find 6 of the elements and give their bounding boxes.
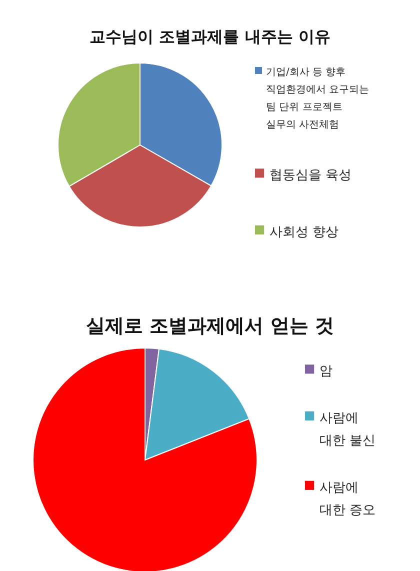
legend-label: 사람에 대한 증오 xyxy=(319,480,376,518)
legend-label: 사회성 향상 xyxy=(269,224,338,240)
chart-title: 교수님이 조별과제를 내주는 이유 xyxy=(90,27,330,46)
legend-label: 사람에 대한 불신 xyxy=(319,410,376,448)
chart-title: 실제로 조별과제에서 얻는 것 xyxy=(86,315,334,337)
legend-label: 암 xyxy=(319,364,332,379)
